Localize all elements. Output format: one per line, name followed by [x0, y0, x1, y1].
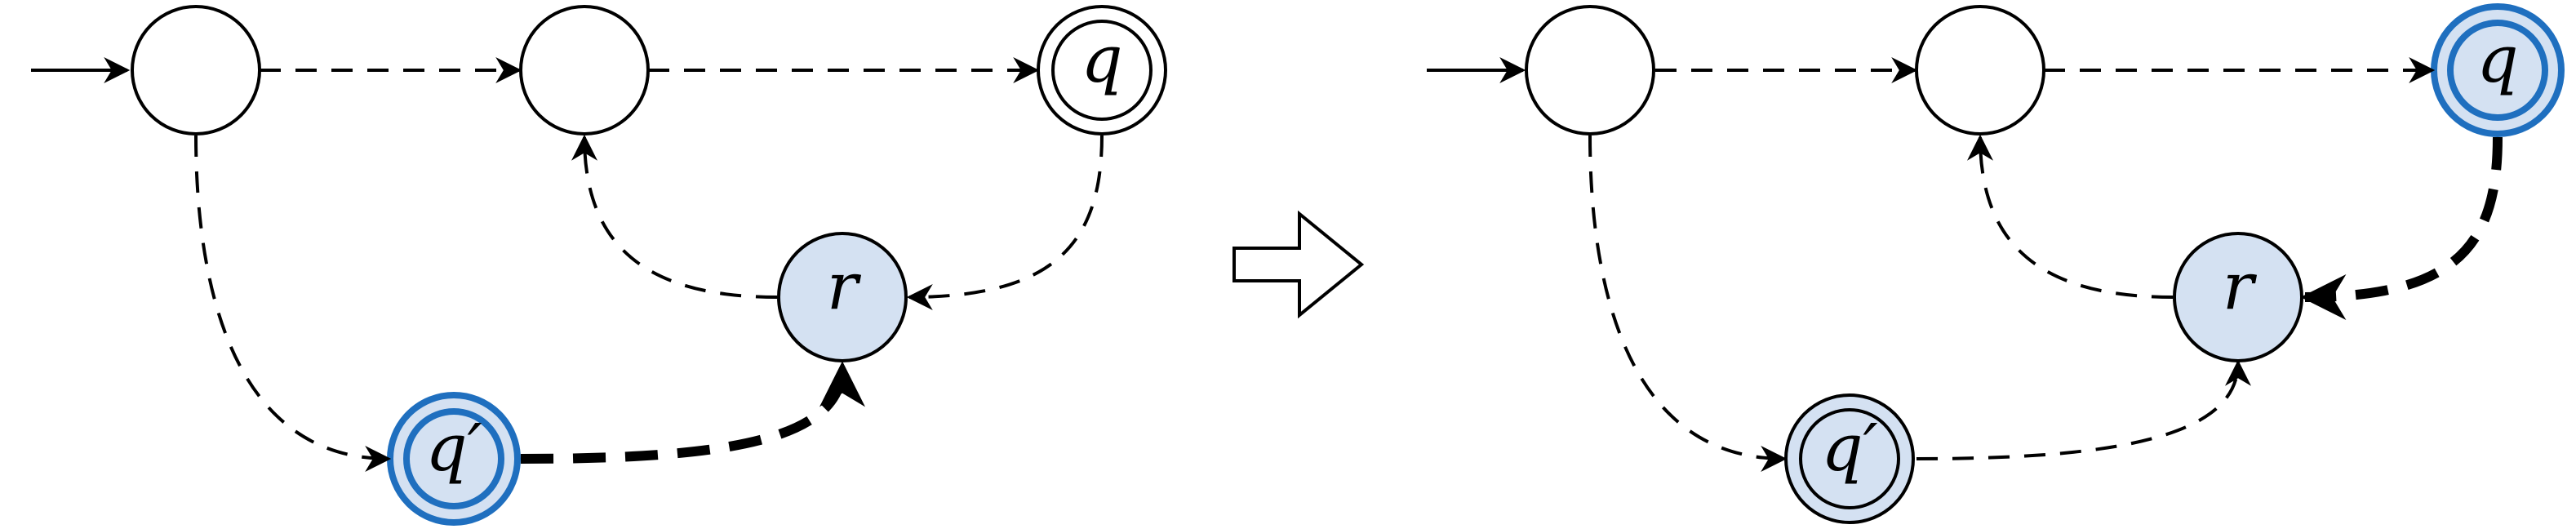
state-q-label: q: [1081, 21, 1122, 97]
edge-q-to-r-bold-after: [2300, 136, 2503, 320]
state-q-prime-after: q′: [1784, 393, 1915, 524]
edge-r-to-middle: [571, 134, 778, 299]
state-r-label: r: [827, 248, 862, 324]
edge-q-to-r: [906, 135, 1104, 310]
state-q-prime-label: q′: [425, 410, 482, 486]
state-q-prime-highlighted: q′: [387, 392, 521, 526]
state-initial: [131, 5, 261, 136]
state-q: q: [1037, 5, 1167, 136]
right-block-arrow-icon: [1232, 210, 1365, 319]
before-automaton: q r q′: [31, 5, 1167, 526]
after-automaton: q r q′: [1427, 3, 2565, 524]
state-middle-after: [1915, 5, 2045, 136]
state-r: r: [777, 232, 908, 362]
edge-r-to-middle-after: [1967, 134, 2174, 299]
state-q-prime-label-after: q′: [1821, 410, 1877, 486]
state-r-label-after: r: [2223, 248, 2258, 324]
edge-initial-to-q-prime-after: [1588, 135, 1788, 472]
edge-q-prime-to-r-after: [1916, 359, 2251, 460]
edge-q-prime-to-r-bold: [520, 361, 865, 464]
state-q-highlighted-after: q: [2431, 3, 2565, 137]
state-middle: [519, 5, 650, 136]
edge-initial-to-q-prime: [194, 135, 392, 472]
state-initial-after: [1525, 5, 1655, 136]
state-q-label-after: q: [2476, 21, 2518, 97]
state-r-after: r: [2173, 232, 2303, 362]
